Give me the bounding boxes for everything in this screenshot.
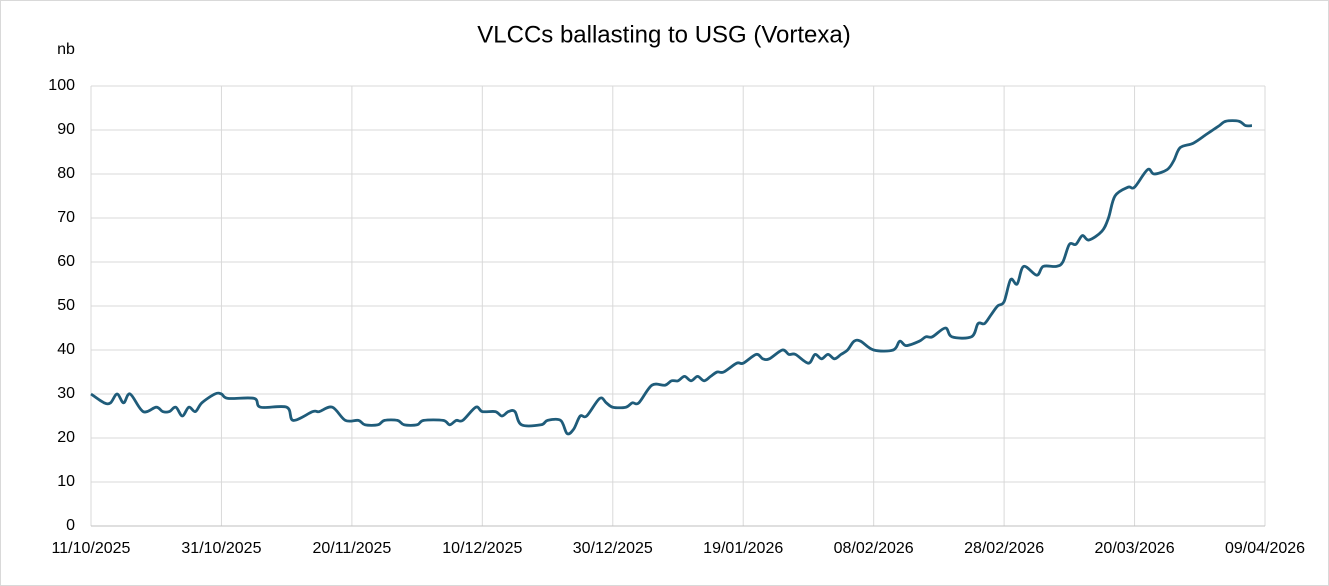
x-tick-label: 19/01/2026 (703, 540, 783, 557)
x-tick-label: 28/02/2026 (964, 540, 1044, 557)
y-tick-label: 10 (57, 473, 75, 490)
y-tick-label: 30 (57, 385, 75, 402)
x-tick-label: 08/02/2026 (834, 540, 914, 557)
x-tick-label: 11/10/2025 (52, 540, 131, 557)
y-tick-label: 80 (57, 165, 75, 182)
x-tick-label: 10/12/2025 (442, 540, 522, 557)
y-tick-label: 40 (57, 341, 75, 358)
x-tick-label: 20/11/2025 (312, 540, 391, 557)
y-tick-label: 90 (57, 121, 75, 138)
y-tick-label: 0 (66, 517, 75, 534)
data-line (90, 119, 1253, 436)
x-tick-label: 30/12/2025 (573, 540, 653, 557)
y-axis-label: nb (57, 41, 75, 58)
y-tick-label: 60 (57, 253, 75, 270)
y-tick-label: 20 (57, 429, 75, 446)
x-tick-label: 09/04/2026 (1225, 540, 1305, 557)
y-tick-label: 100 (48, 77, 75, 94)
chart-title: VLCCs ballasting to USG (Vortexa) (477, 21, 851, 48)
x-tick-label: 31/10/2025 (181, 540, 261, 557)
y-tick-label: 70 (57, 209, 75, 226)
x-tick-label: 20/03/2026 (1095, 540, 1175, 557)
y-tick-label: 50 (57, 297, 75, 314)
